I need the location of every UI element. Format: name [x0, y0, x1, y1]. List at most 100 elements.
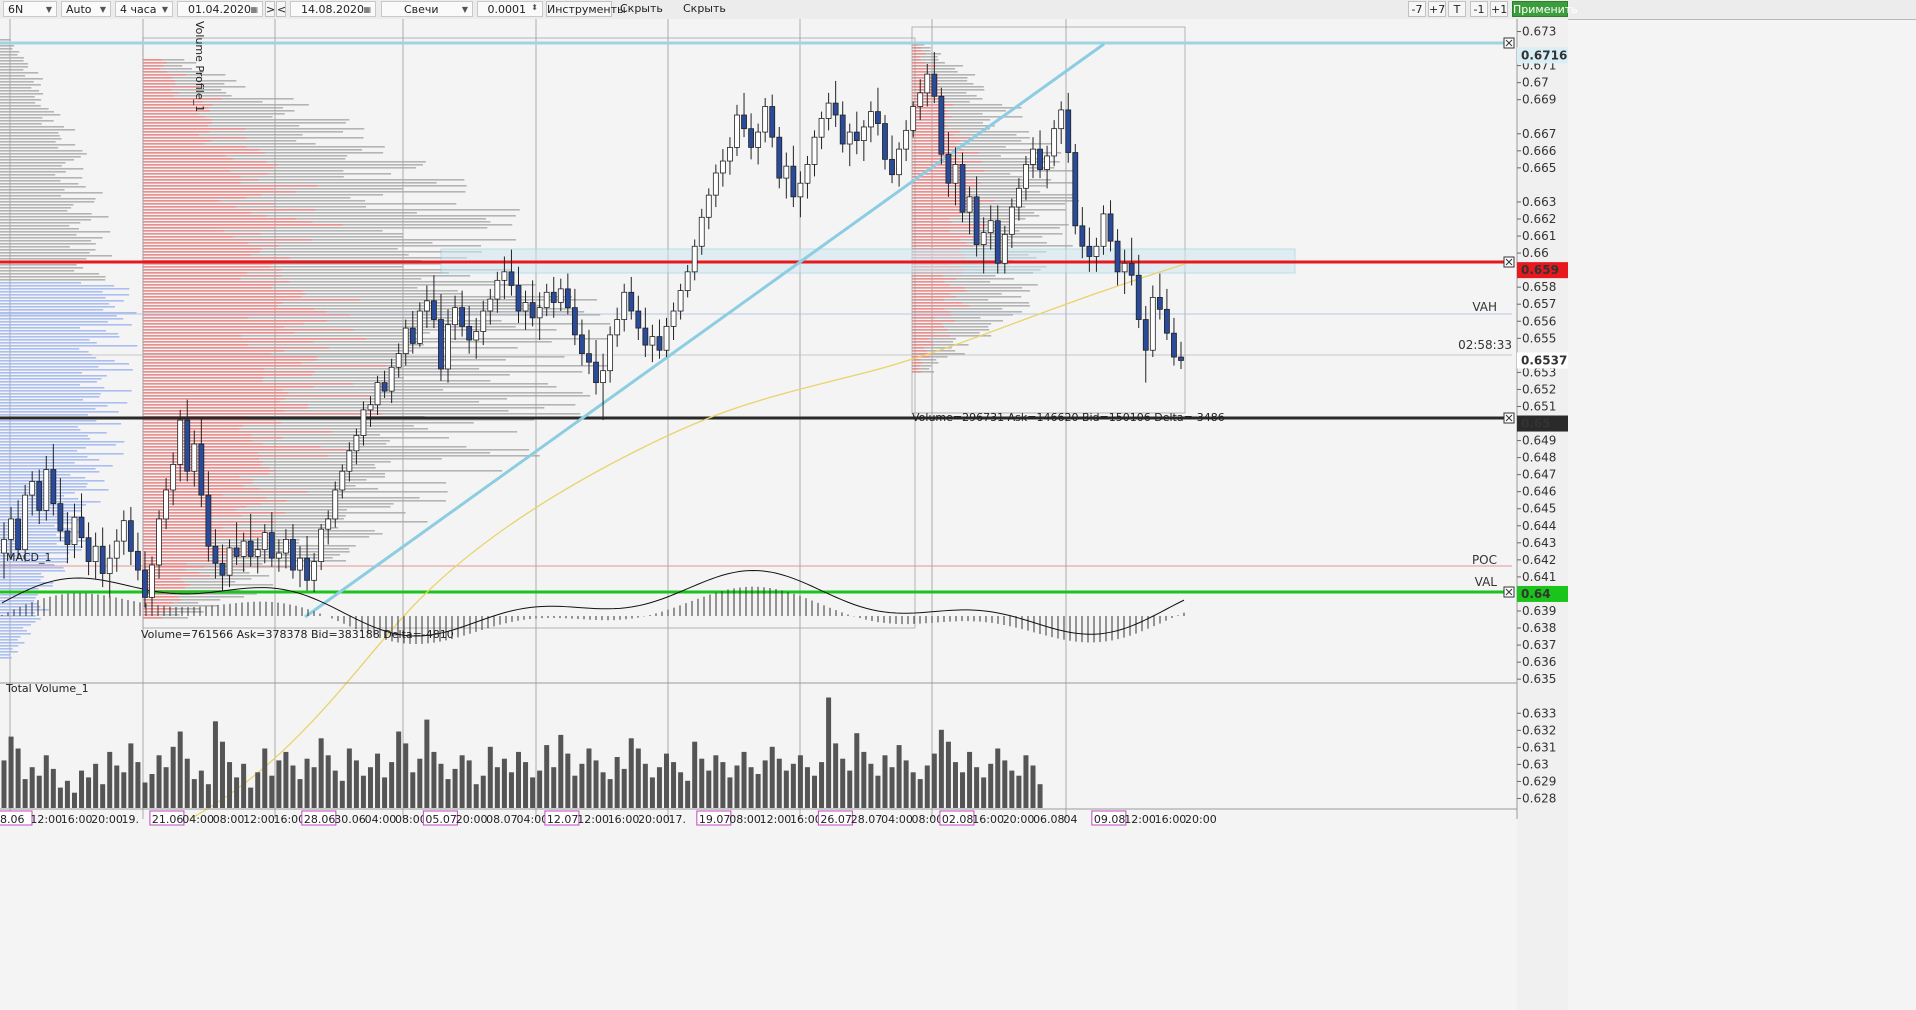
- candle[interactable]: [395, 353, 402, 368]
- candle[interactable]: [571, 307, 578, 336]
- candle[interactable]: [832, 102, 839, 116]
- candle[interactable]: [797, 182, 804, 198]
- candle[interactable]: [1023, 164, 1029, 189]
- candle[interactable]: [727, 147, 733, 162]
- candle[interactable]: [438, 319, 444, 370]
- candle[interactable]: [564, 288, 571, 309]
- date-to-field[interactable]: 14.08.2020 ▦: [290, 1, 376, 17]
- candle[interactable]: [1072, 152, 1079, 227]
- candle[interactable]: [1015, 187, 1022, 208]
- candle[interactable]: [501, 271, 508, 281]
- candle[interactable]: [825, 102, 832, 119]
- candle[interactable]: [1121, 262, 1128, 273]
- candle[interactable]: [600, 370, 606, 384]
- candle[interactable]: [409, 327, 416, 344]
- timeframe-select[interactable]: 4 часа ▼: [115, 1, 173, 17]
- candle[interactable]: [374, 382, 381, 406]
- candle[interactable]: [445, 324, 451, 370]
- apply-button[interactable]: Применить: [1512, 1, 1578, 17]
- candle[interactable]: [487, 298, 494, 312]
- candle[interactable]: [381, 382, 388, 392]
- candle[interactable]: [177, 419, 184, 465]
- candle[interactable]: [64, 530, 71, 545]
- nav-next-button[interactable]: >: [265, 1, 275, 17]
- candle[interactable]: [579, 334, 585, 355]
- candle[interactable]: [416, 310, 423, 344]
- candle[interactable]: [106, 557, 113, 574]
- price-axis[interactable]: [1517, 19, 1568, 1010]
- candle[interactable]: [459, 307, 466, 327]
- candle[interactable]: [1107, 213, 1114, 242]
- candle[interactable]: [586, 353, 592, 363]
- zoom-minus1-button[interactable]: -1: [1470, 1, 1488, 17]
- hide-lines-button[interactable]: Скрыть линии: [683, 1, 753, 31]
- candle[interactable]: [29, 481, 36, 496]
- candle[interactable]: [529, 302, 536, 319]
- candle[interactable]: [466, 325, 473, 341]
- candle[interactable]: [663, 325, 670, 351]
- candle[interactable]: [360, 409, 367, 436]
- candle[interactable]: [43, 469, 50, 511]
- candle[interactable]: [339, 470, 346, 491]
- candle[interactable]: [748, 128, 754, 148]
- candle[interactable]: [712, 172, 719, 196]
- candle[interactable]: [882, 123, 888, 160]
- zoom-plus1-button[interactable]: +1: [1490, 1, 1508, 17]
- step-field[interactable]: 0.0001 ⬍: [477, 1, 543, 17]
- zoom-minus7-button[interactable]: -7: [1408, 1, 1426, 17]
- candle[interactable]: [170, 464, 177, 491]
- chart-type-select[interactable]: Свечи ▼: [381, 1, 473, 17]
- candle[interactable]: [219, 562, 226, 576]
- candle[interactable]: [973, 196, 980, 245]
- candle[interactable]: [755, 131, 762, 148]
- candle[interactable]: [452, 307, 458, 326]
- candle[interactable]: [1001, 233, 1008, 264]
- candle[interactable]: [318, 528, 325, 562]
- candle[interactable]: [783, 165, 790, 179]
- profile-box-1[interactable]: [142, 37, 916, 629]
- zoom-t-button[interactable]: T: [1448, 1, 1466, 17]
- candle[interactable]: [769, 106, 776, 138]
- candle[interactable]: [184, 419, 191, 472]
- hide-drawings-button[interactable]: Скрыть рис.: [620, 1, 678, 31]
- candle[interactable]: [142, 569, 148, 598]
- candle[interactable]: [1044, 155, 1050, 170]
- candle[interactable]: [494, 279, 501, 300]
- candle[interactable]: [741, 114, 747, 130]
- candle[interactable]: [1065, 109, 1072, 153]
- candle[interactable]: [818, 118, 825, 138]
- calendar-icon[interactable]: ▦: [250, 5, 258, 14]
- stepper-icon[interactable]: ⬍: [531, 3, 538, 12]
- candle[interactable]: [120, 520, 127, 542]
- candle[interactable]: [522, 302, 529, 312]
- candle[interactable]: [1100, 213, 1107, 247]
- candle[interactable]: [635, 310, 642, 329]
- candle[interactable]: [762, 106, 769, 133]
- candle[interactable]: [804, 164, 811, 184]
- candle[interactable]: [811, 136, 818, 165]
- candle[interactable]: [36, 481, 43, 511]
- candle[interactable]: [938, 95, 945, 155]
- candle[interactable]: [550, 291, 557, 303]
- candle[interactable]: [910, 106, 917, 131]
- candle[interactable]: [980, 232, 987, 245]
- candle[interactable]: [1142, 319, 1149, 351]
- candle[interactable]: [839, 114, 846, 145]
- candle[interactable]: [1178, 356, 1184, 361]
- candle[interactable]: [198, 443, 205, 496]
- candle[interactable]: [649, 336, 656, 346]
- candle[interactable]: [1149, 296, 1156, 351]
- candle[interactable]: [1079, 225, 1086, 247]
- candle[interactable]: [480, 310, 487, 332]
- candle[interactable]: [734, 114, 740, 148]
- candle[interactable]: [163, 489, 170, 520]
- candle[interactable]: [1086, 245, 1093, 257]
- candle[interactable]: [325, 518, 332, 530]
- candle[interactable]: [1093, 245, 1100, 257]
- candle[interactable]: [642, 327, 649, 346]
- candle[interactable]: [790, 165, 797, 198]
- candle[interactable]: [268, 532, 275, 559]
- candle[interactable]: [952, 164, 959, 184]
- candle[interactable]: [332, 489, 339, 520]
- candle[interactable]: [346, 450, 353, 472]
